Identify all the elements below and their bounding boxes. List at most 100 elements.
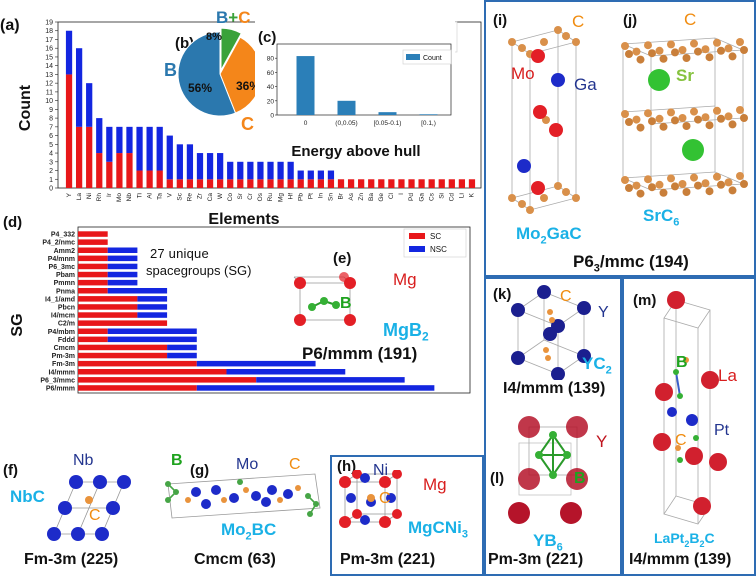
chart-d-bar-nsc <box>167 352 197 359</box>
chart-a-bar-nsc <box>126 126 133 154</box>
chart-a-bar-sc <box>267 179 274 188</box>
chart-a-bar-sc <box>186 179 194 188</box>
carbon-atom <box>690 107 698 116</box>
chart-b-pie <box>177 27 263 117</box>
chart-a-xtick-label: Sn <box>328 193 335 201</box>
chart-d-bar-sc <box>78 271 108 278</box>
carbon-atom <box>644 175 652 184</box>
chart-a-xtick-label: Br <box>338 192 345 199</box>
chart-c-xtick-label: 0 <box>304 120 308 127</box>
chart-d-bar-nsc <box>107 271 138 278</box>
chart-a-bar-nsc <box>176 144 183 180</box>
chart-a-ytick-label: 0 <box>49 186 53 193</box>
chart-a-bar-sc <box>126 153 133 188</box>
chart-a-xtick-label: Co <box>227 193 234 202</box>
sr-atom-top <box>648 69 670 91</box>
chart-d-bar-sc <box>78 352 168 359</box>
carbon-atom <box>678 114 687 122</box>
label-l-formula-main: YB <box>533 531 557 550</box>
carbon-atom <box>644 41 652 50</box>
chart-a-ytick-label: 5 <box>49 142 53 149</box>
carbon-atom <box>625 50 633 58</box>
structure-src6 <box>621 37 748 198</box>
carbon-atom <box>701 179 710 188</box>
chart-a-xtick-label: Ca <box>207 193 214 202</box>
chart-a-bar-sc <box>106 161 113 188</box>
panel-label-i: (i) <box>493 12 508 29</box>
chart-a-bar-nsc <box>257 161 264 180</box>
chart-d-bar-sc <box>78 312 138 318</box>
chart-a-bar-nsc <box>327 170 335 180</box>
label-k-formula-main: YC <box>582 354 606 373</box>
carbon-atom <box>728 52 737 61</box>
carbon-atom <box>644 109 652 118</box>
carbon-atom <box>724 112 733 121</box>
chart-a-ytick-label: 7 <box>49 124 53 131</box>
chart-a-ytick-label: 17 <box>45 37 53 44</box>
chart-c-xtick-label: [0.05-0.1) <box>374 120 402 127</box>
chart-a-bar-nsc <box>65 30 73 75</box>
chart-d-ytick-label: P6_3/mmc <box>40 377 75 384</box>
chart-a-bar-sc <box>368 179 375 188</box>
chart-d-ytick-label: Pnma <box>56 288 75 295</box>
chart-a-ylabel: Count <box>17 84 34 131</box>
chart-a-bar-nsc <box>206 153 214 180</box>
chart-a-xtick-label: Mo <box>116 193 123 202</box>
chart-d-bar-nsc <box>167 344 197 351</box>
chart-d-ytick-label: P4/mbm <box>48 329 75 336</box>
chart-a-bar-sc <box>307 179 314 188</box>
chart-a-bar-sc <box>237 179 244 188</box>
carbon-atom <box>655 114 664 123</box>
chart-c-bar <box>378 112 397 115</box>
chart-a-xtick-label: Mg <box>277 193 284 202</box>
chart-a-bar-sc <box>468 179 476 188</box>
chart-a-bar-nsc <box>307 170 314 180</box>
chart-a-xtick-label: Cl <box>388 192 395 199</box>
label-i-formula-sub: 2 <box>540 234 547 247</box>
carbon-atom <box>632 181 641 190</box>
chart-a-bar-nsc <box>116 126 123 154</box>
chart-a-bar-sc <box>388 179 395 188</box>
chart-d-bar-sc <box>78 344 168 351</box>
chart-d-bar-sc <box>78 296 138 302</box>
chart-d-ytick-label: Pmmn <box>54 280 75 287</box>
chart-a-bar-sc <box>86 126 93 188</box>
chart-a-xtick-label: Pb <box>297 193 304 201</box>
chart-a-xtick-label: Ir <box>106 192 113 197</box>
chart-a-bar-sc <box>65 74 73 188</box>
label-g-b: B <box>171 452 183 469</box>
chart-d-bar-nsc <box>256 377 405 383</box>
label-i-c: C <box>572 12 585 31</box>
carbon-atom <box>736 172 744 180</box>
chart-d-bar-nsc <box>137 312 168 318</box>
chart-d-frame <box>77 226 471 394</box>
chart-a-bar-sc <box>277 179 284 188</box>
structure-mo2gac <box>508 26 580 214</box>
pie-value-b: 56% <box>188 81 212 95</box>
carbon-atom <box>713 38 721 47</box>
panel-label-g: (g) <box>190 462 210 479</box>
panel-h-frame <box>330 455 484 576</box>
chart-a-xtick-label: As <box>348 192 355 200</box>
caption-g: Cmcm (63) <box>194 551 276 568</box>
chart-a-xtick-label: Hf <box>287 193 294 200</box>
chart-a-bar-sc <box>297 179 304 188</box>
label-m-formula-s2: 2 <box>699 538 705 549</box>
label-m-formula-p2: B <box>689 530 700 546</box>
carbon-atom <box>621 110 629 118</box>
pie-slice-b-c <box>220 27 242 71</box>
carbon-atom <box>671 116 679 125</box>
chart-a-bar-nsc <box>75 48 83 127</box>
chart-c-legend: Count <box>423 55 442 62</box>
chart-a-ytick-label: 9 <box>49 107 53 114</box>
chart-d-bar-sc <box>78 263 108 270</box>
label-l-b: B <box>574 470 586 487</box>
chart-a-bar-sc <box>358 179 365 188</box>
chart-d-bar-nsc <box>107 279 138 286</box>
pie-title-b: B <box>216 8 229 27</box>
carbon-atom <box>625 184 633 192</box>
chart-a-xtick-label: K <box>469 192 476 197</box>
label-i-formula-post: GaC <box>546 224 582 243</box>
caption-ij-sub: 3 <box>593 262 600 275</box>
chart-a-bar-sc <box>156 170 163 188</box>
